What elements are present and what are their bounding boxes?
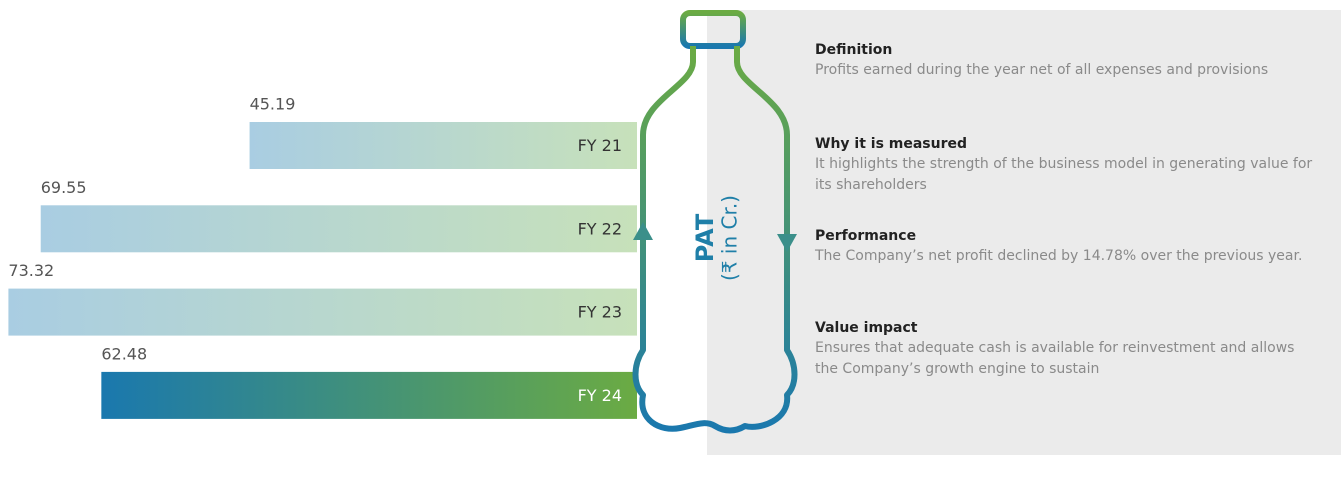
- section: Why it is measured It highlights the stre…: [815, 134, 1315, 196]
- chart-title: PAT: [691, 213, 719, 262]
- section-text: Profits earned during the year net of al…: [815, 62, 1269, 78]
- bars: 45.19 FY 21 69.55 FY 22 73.32 FY 23 62.48 FY 24: [8, 95, 638, 419]
- section: Value impact Ensures that adequate cash i…: [815, 318, 1315, 380]
- info-panel: Definition Profits earned during the year…: [707, 10, 1341, 455]
- section: Performance The Company’s net profit decl…: [815, 226, 1315, 267]
- arrow-down: [777, 234, 797, 252]
- bar: [40, 205, 638, 253]
- value-label: 62.48: [101, 344, 147, 363]
- bar: [249, 122, 637, 169]
- value-label: 45.19: [250, 95, 296, 114]
- chart-subtitle: (₹ in Cr.): [718, 195, 742, 281]
- section-text: It highlights the strength of the busine…: [815, 156, 1313, 193]
- section-heading: Why it is measured: [815, 136, 968, 152]
- category-label: FY 24: [578, 386, 622, 405]
- bottle-cap: [680, 10, 746, 49]
- value-label: 69.55: [41, 178, 87, 197]
- section-text: The Company’s net profit declined by 14.…: [815, 248, 1303, 264]
- section-text: Ensures that adequate cash is available …: [815, 340, 1295, 377]
- bar: [8, 288, 638, 336]
- arrow-up: [633, 222, 653, 240]
- section-heading: Value impact: [815, 320, 918, 336]
- category-label: FY 22: [578, 219, 622, 238]
- category-label: FY 23: [578, 303, 622, 322]
- bottle: [632, 10, 798, 434]
- chart: 45.19 FY 21 69.55 FY 22 73.32 FY 23 62.48 FY 24…: [8, 10, 798, 434]
- section-heading: Performance: [815, 228, 917, 244]
- category-label: FY 21: [578, 136, 622, 155]
- value-label: 73.32: [8, 261, 54, 280]
- bottle-body: [632, 46, 798, 434]
- section-heading: Definition: [815, 42, 893, 58]
- bar: [101, 371, 637, 419]
- section: Definition Profits earned during the year…: [815, 40, 1315, 81]
